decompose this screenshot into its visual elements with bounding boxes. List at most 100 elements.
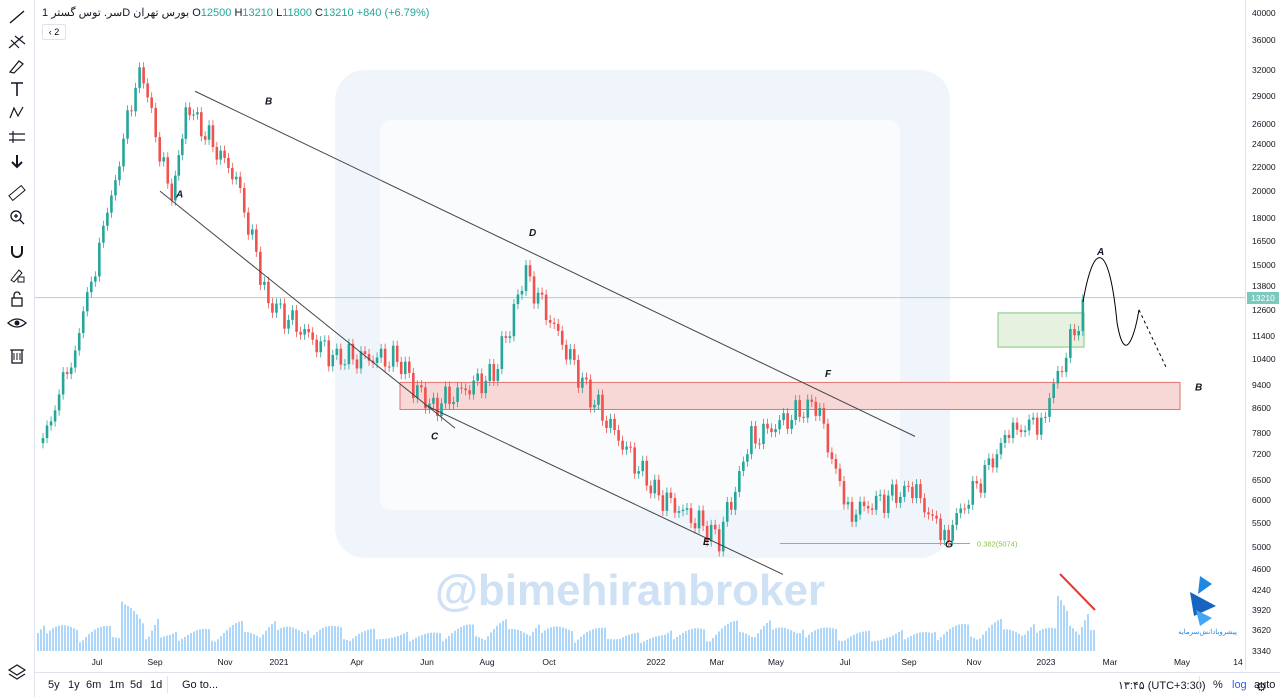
volume-bar	[991, 624, 993, 651]
layers-icon[interactable]	[5, 660, 29, 682]
volume-bar	[907, 637, 909, 651]
logo-caption: پیشروبادانش‌سرمایه	[1178, 629, 1237, 636]
wave-label: F	[825, 369, 832, 380]
volume-bar	[940, 637, 942, 651]
zoom-in-icon[interactable]	[5, 206, 29, 228]
volume-bar	[502, 620, 504, 651]
volume-bar	[547, 628, 549, 651]
log-scale-button[interactable]: log	[1232, 679, 1247, 691]
volume-bar	[613, 639, 615, 651]
chart-plot-area[interactable]: @bimehiranbroker Jul Sep Nov 2021 Apr Jun Aug Oc…	[35, 0, 1245, 670]
range-1y-button[interactable]: 1y	[68, 679, 80, 691]
candle-body	[211, 125, 215, 147]
price-axis[interactable]: 40000 36000 32000 29000 26000 24000 22000 20000…	[1245, 0, 1280, 670]
candle-body	[227, 157, 230, 168]
price-tick-label: 5500	[1252, 517, 1271, 528]
volume-bar	[937, 640, 939, 651]
candle-body	[556, 323, 560, 331]
candle-body	[689, 508, 693, 524]
volume-bar	[1093, 629, 1095, 651]
volume-bar	[406, 631, 408, 651]
volume-bar	[1057, 595, 1059, 651]
arrow-down-icon[interactable]	[5, 150, 29, 172]
candle-body	[291, 310, 294, 320]
range-5y-button[interactable]: 5y	[48, 679, 60, 691]
collapse-indicators-button[interactable]: ‹ 2	[42, 24, 66, 40]
volume-bar	[562, 627, 564, 651]
candle-body	[790, 419, 793, 429]
volume-bar	[52, 628, 54, 651]
candle-body	[870, 508, 874, 510]
candle-body	[57, 394, 61, 411]
candle-body	[436, 397, 439, 417]
lock-draw-icon[interactable]	[5, 264, 29, 286]
brush-icon[interactable]	[5, 55, 29, 77]
legend-interval[interactable]: 1D	[42, 7, 131, 19]
volume-bar	[229, 627, 231, 651]
candle-body	[911, 486, 914, 499]
price-tick-label: 13800	[1252, 281, 1276, 292]
candle-body	[488, 364, 492, 381]
eye-icon[interactable]	[5, 312, 29, 334]
volume-bar	[1090, 630, 1092, 651]
magnet-icon[interactable]	[5, 240, 29, 262]
settings-gear-icon[interactable]: ⚙	[1256, 680, 1267, 694]
legend-close-label: C	[315, 7, 323, 19]
volume-bar	[166, 635, 168, 651]
volume-bar	[379, 639, 381, 651]
percent-scale-button[interactable]: %	[1213, 679, 1223, 691]
timezone-clock[interactable]: ۱۳:۴۵ (UTC+3:30)	[1118, 680, 1206, 692]
range-6m-button[interactable]: 6m	[86, 679, 102, 691]
pattern-icon[interactable]	[5, 102, 29, 124]
trash-icon[interactable]	[5, 344, 29, 366]
measure-tools-icon[interactable]	[5, 126, 29, 148]
candle-body	[279, 303, 282, 305]
volume-bar	[1006, 629, 1008, 651]
price-tick-label: 26000	[1252, 118, 1276, 129]
pitchfork-icon[interactable]	[5, 30, 29, 52]
volume-bar	[118, 637, 120, 651]
volume-bar	[478, 637, 480, 651]
volume-bar	[844, 640, 846, 651]
volume-bar	[691, 628, 693, 651]
ruler-icon[interactable]	[5, 182, 29, 204]
trendline-icon[interactable]	[5, 6, 29, 28]
candle-body	[234, 176, 238, 180]
candle-body	[798, 400, 801, 417]
candle-body	[407, 361, 411, 373]
legend-symbol[interactable]: سر. توس گستر	[51, 7, 123, 19]
candle-body	[987, 458, 991, 466]
candle-body	[327, 340, 331, 367]
time-tick-label: Mar	[1103, 657, 1118, 667]
candle-body	[778, 420, 781, 430]
range-1m-button[interactable]: 1m	[109, 679, 125, 691]
price-tick-label: 6500	[1252, 474, 1271, 485]
auto-scale-button[interactable]: auto	[1254, 679, 1276, 691]
volume-bar	[556, 626, 558, 651]
volume-bar	[1030, 627, 1032, 651]
candle-body	[971, 481, 975, 505]
candle-body	[573, 349, 576, 360]
candle-body	[725, 502, 729, 522]
volume-bar	[103, 626, 105, 651]
volume-bar	[628, 634, 630, 651]
range-5d-button[interactable]: 5d	[130, 679, 143, 691]
range-1d-button[interactable]: 1d	[150, 679, 163, 691]
candle-body	[170, 183, 174, 201]
volume-bar	[352, 638, 354, 651]
lock-icon[interactable]	[5, 288, 29, 310]
volume-bar	[211, 640, 213, 651]
volume-bar	[499, 623, 501, 651]
volume-bar	[160, 637, 162, 651]
volume-bar	[703, 629, 705, 651]
candle-body	[613, 418, 616, 431]
volume-bar	[472, 624, 474, 651]
legend-high-label: H	[234, 7, 243, 19]
price-tick-label: 3620	[1252, 625, 1271, 636]
time-tick-label: Oct	[542, 657, 556, 667]
goto-button[interactable]: Go to...	[182, 679, 219, 691]
volume-bar	[538, 624, 540, 651]
text-icon[interactable]	[5, 78, 29, 100]
price-chart[interactable]: @bimehiranbroker Jul Sep Nov 2021 Apr Jun Aug Oc…	[35, 0, 1245, 670]
candle-body	[1081, 299, 1085, 331]
